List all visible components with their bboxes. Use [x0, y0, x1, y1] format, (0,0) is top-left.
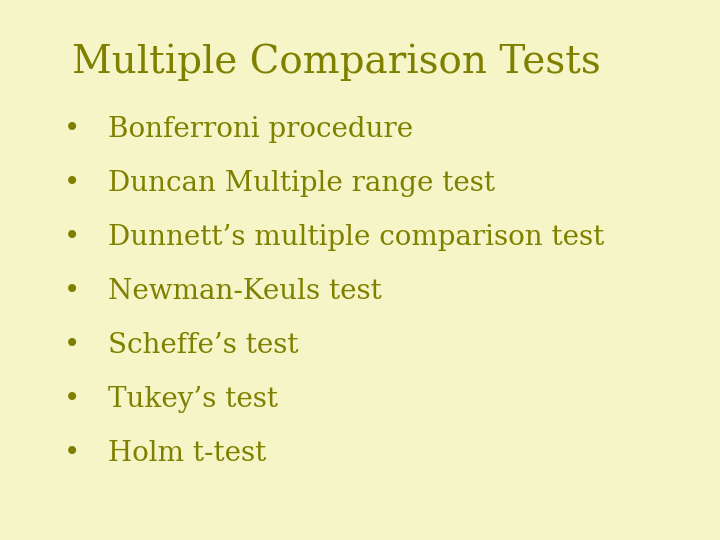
Text: Duncan Multiple range test: Duncan Multiple range test — [108, 170, 495, 197]
Text: Tukey’s test: Tukey’s test — [108, 386, 278, 413]
Text: Multiple Comparison Tests: Multiple Comparison Tests — [72, 43, 600, 80]
Text: •: • — [64, 386, 80, 413]
Text: Holm t-test: Holm t-test — [108, 440, 266, 467]
Text: •: • — [64, 440, 80, 467]
Text: Scheffe’s test: Scheffe’s test — [108, 332, 299, 359]
Text: •: • — [64, 224, 80, 251]
Text: Newman-Keuls test: Newman-Keuls test — [108, 278, 382, 305]
Text: Dunnett’s multiple comparison test: Dunnett’s multiple comparison test — [108, 224, 604, 251]
Text: •: • — [64, 278, 80, 305]
Text: •: • — [64, 170, 80, 197]
Text: •: • — [64, 332, 80, 359]
Text: Bonferroni procedure: Bonferroni procedure — [108, 116, 413, 143]
Text: •: • — [64, 116, 80, 143]
